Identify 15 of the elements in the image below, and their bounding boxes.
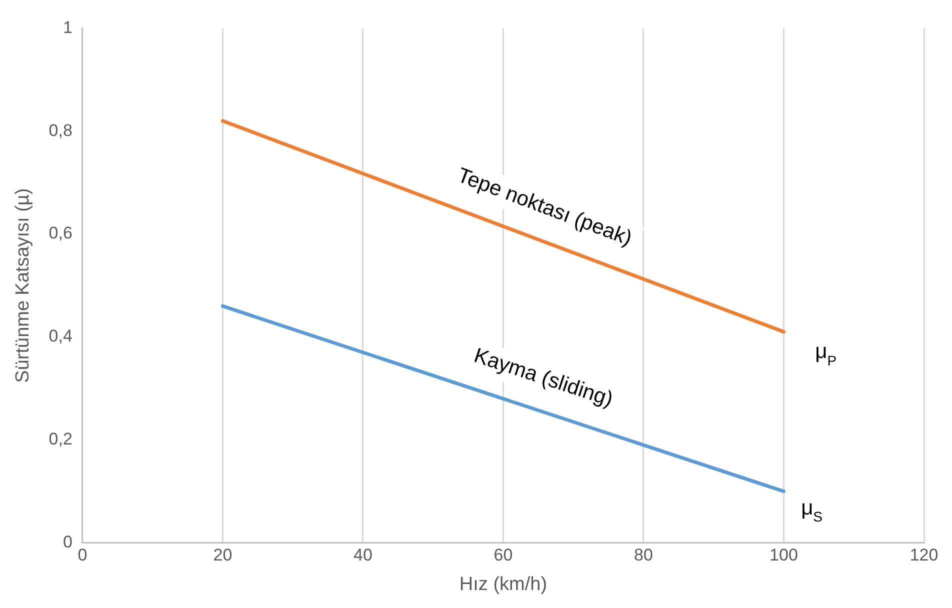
y-tick-label: 0,8 <box>48 120 72 140</box>
x-axis-title: Hız (km/h) <box>459 574 548 595</box>
x-tick-label: 0 <box>78 546 88 565</box>
x-tick-label: 80 <box>634 546 653 565</box>
x-tick-label: 40 <box>353 546 372 565</box>
y-tick-label: 0,4 <box>48 326 72 346</box>
x-tick-label: 120 <box>910 546 938 565</box>
y-axis-title: Sürtünme Katsayısı (µ) <box>12 188 34 383</box>
y-tick-label: 0,2 <box>48 430 72 449</box>
x-tick-label: 100 <box>770 546 798 565</box>
y-tick-label: 1 <box>62 18 72 37</box>
y-tick-label: 0 <box>62 532 72 552</box>
x-tick-label: 20 <box>213 546 232 565</box>
y-tick-label: 0,6 <box>48 224 72 243</box>
x-tick-label: 60 <box>494 546 513 565</box>
